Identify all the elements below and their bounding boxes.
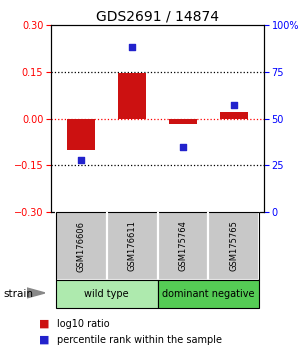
Bar: [56, 212, 107, 280]
Text: log10 ratio: log10 ratio: [57, 319, 110, 329]
Text: GSM176611: GSM176611: [128, 221, 136, 272]
Bar: [158, 212, 208, 280]
Bar: [220, 112, 248, 119]
Text: ■: ■: [39, 335, 50, 345]
Point: [130, 45, 134, 50]
Bar: [169, 119, 197, 124]
Text: GSM176606: GSM176606: [77, 221, 86, 272]
Text: dominant negative: dominant negative: [162, 289, 254, 299]
Text: percentile rank within the sample: percentile rank within the sample: [57, 335, 222, 345]
Point: [231, 103, 236, 108]
Text: ■: ■: [39, 319, 50, 329]
Bar: [68, 119, 95, 150]
Bar: [56, 280, 158, 308]
Bar: [208, 212, 259, 280]
Title: GDS2691 / 14874: GDS2691 / 14874: [96, 10, 219, 24]
Point: [181, 144, 185, 149]
Text: wild type: wild type: [85, 289, 129, 299]
Bar: [158, 280, 259, 308]
Text: GSM175765: GSM175765: [229, 221, 238, 272]
Polygon shape: [27, 288, 45, 298]
Bar: [118, 73, 146, 119]
Point: [79, 157, 84, 163]
Text: strain: strain: [3, 289, 33, 299]
Bar: [107, 212, 158, 280]
Text: GSM175764: GSM175764: [178, 221, 188, 272]
